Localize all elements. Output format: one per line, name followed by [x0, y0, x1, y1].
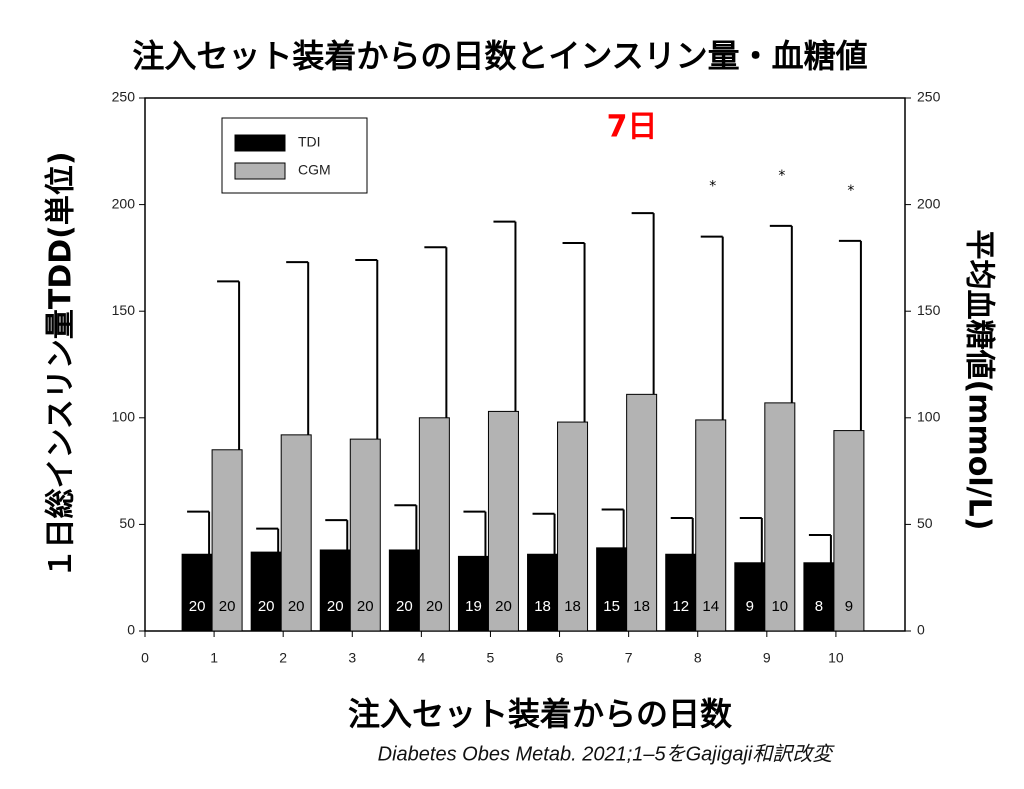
bar	[349, 438, 381, 632]
bar	[319, 549, 351, 632]
bar-n-label: 20	[396, 598, 413, 615]
y-tick-label: 250	[112, 89, 136, 105]
bar	[457, 555, 489, 632]
bar-n-label: 10	[771, 598, 788, 615]
bar	[211, 449, 243, 632]
significance-marker: *	[847, 183, 854, 199]
bar-n-label: 20	[426, 598, 443, 615]
y-tick-label: 100	[112, 409, 136, 425]
bar-n-label: 20	[258, 598, 275, 615]
y-tick-label: 150	[112, 302, 136, 318]
x-tick-label: 10	[828, 650, 844, 666]
legend-label: CGM	[298, 162, 331, 178]
bar	[734, 562, 766, 632]
x-tick-label: 2	[279, 650, 287, 666]
bar-n-label: 18	[534, 598, 551, 615]
y2-tick-label: 200	[917, 195, 941, 211]
bar-n-label: 19	[465, 598, 482, 615]
source: Diabetes Obes Metab. 2021;1–5をGajigaji和訳…	[378, 742, 836, 765]
x-tick-label: 5	[487, 650, 495, 666]
bar-n-label: 8	[815, 598, 823, 615]
bar	[418, 417, 450, 632]
bar	[487, 410, 519, 632]
y-tick-label: 200	[112, 195, 136, 211]
bar-n-label: 20	[219, 598, 236, 615]
x-tick-label: 9	[763, 650, 771, 666]
bar	[803, 562, 835, 632]
bar-n-label: 20	[288, 598, 305, 615]
x-tick-label: 8	[694, 650, 702, 666]
x-tick-label: 6	[556, 650, 564, 666]
y2-tick-label: 150	[917, 302, 941, 318]
bar-n-label: 9	[746, 598, 754, 615]
bar	[833, 430, 865, 632]
bar-n-label: 15	[603, 598, 620, 615]
bar	[695, 419, 727, 632]
bar-n-label: 9	[845, 598, 853, 615]
bar	[280, 434, 312, 632]
bar	[527, 553, 559, 632]
significance-marker: *	[709, 179, 716, 195]
plot-frame	[144, 97, 906, 632]
bar-n-label: 18	[564, 598, 581, 615]
significance-marker: *	[778, 168, 785, 184]
y2-tick-label: 0	[917, 622, 925, 638]
y2-tick-label: 250	[917, 89, 941, 105]
y-tick-label: 50	[119, 515, 135, 531]
bar	[596, 547, 628, 632]
y-tick-label: 0	[127, 622, 135, 638]
x-tick-label: 4	[417, 650, 425, 666]
x-axis-label: 注入セット装着からの日数	[348, 695, 733, 733]
x-tick-label: 7	[625, 650, 633, 666]
legend-swatch	[234, 162, 286, 180]
legend-box	[221, 117, 368, 194]
x-tick-label: 1	[210, 650, 218, 666]
bar-n-label: 12	[672, 598, 689, 615]
bar	[626, 393, 658, 632]
bar	[764, 402, 796, 632]
bar-n-label: 20	[189, 598, 206, 615]
bar	[250, 551, 282, 632]
y2-tick-label: 50	[917, 515, 933, 531]
bar	[557, 421, 589, 632]
y-axis-label: １日総インスリン量TDD(単位)	[44, 151, 79, 578]
legend-label: TDI	[298, 134, 321, 150]
x-tick-label: 3	[348, 650, 356, 666]
bar-n-label: 18	[633, 598, 650, 615]
bar-n-label: 20	[357, 598, 374, 615]
x-tick-label: 0	[141, 650, 149, 666]
bar	[181, 553, 213, 632]
y2-tick-label: 100	[917, 409, 941, 425]
chart-title: 注入セット装着からの日数とインスリン量・血糖値	[132, 37, 867, 75]
annotation: 7日	[607, 110, 658, 145]
y2-axis-label: 平均血糖値(mmol/L)	[962, 230, 997, 531]
bar-n-label: 20	[495, 598, 512, 615]
legend-swatch	[234, 134, 286, 152]
bar	[388, 549, 420, 632]
bar-n-label: 14	[702, 598, 719, 615]
bar	[665, 553, 697, 632]
bar-n-label: 20	[327, 598, 344, 615]
